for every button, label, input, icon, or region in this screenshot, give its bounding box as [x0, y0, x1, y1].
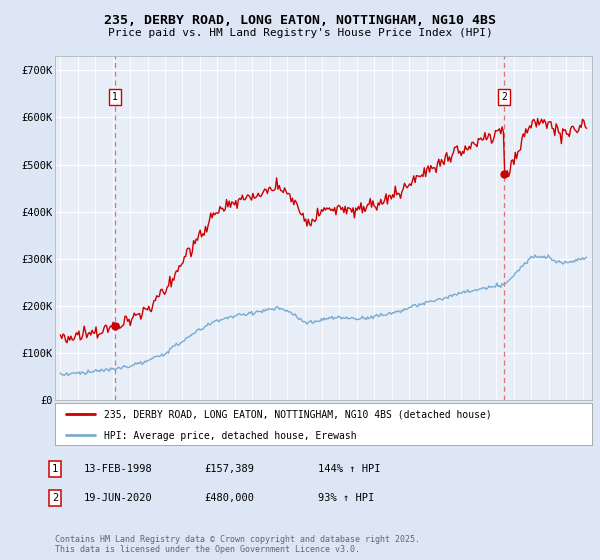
Text: HPI: Average price, detached house, Erewash: HPI: Average price, detached house, Erew…	[104, 431, 356, 441]
Text: 2: 2	[52, 493, 58, 503]
Text: 19-JUN-2020: 19-JUN-2020	[84, 493, 153, 503]
Text: 1: 1	[52, 464, 58, 474]
Text: 235, DERBY ROAD, LONG EATON, NOTTINGHAM, NG10 4BS (detached house): 235, DERBY ROAD, LONG EATON, NOTTINGHAM,…	[104, 409, 491, 419]
Text: 144% ↑ HPI: 144% ↑ HPI	[318, 464, 380, 474]
Text: Contains HM Land Registry data © Crown copyright and database right 2025.
This d: Contains HM Land Registry data © Crown c…	[55, 535, 420, 554]
Text: £480,000: £480,000	[204, 493, 254, 503]
Text: 13-FEB-1998: 13-FEB-1998	[84, 464, 153, 474]
Text: Price paid vs. HM Land Registry's House Price Index (HPI): Price paid vs. HM Land Registry's House …	[107, 28, 493, 38]
Text: 93% ↑ HPI: 93% ↑ HPI	[318, 493, 374, 503]
Text: 235, DERBY ROAD, LONG EATON, NOTTINGHAM, NG10 4BS: 235, DERBY ROAD, LONG EATON, NOTTINGHAM,…	[104, 14, 496, 27]
Text: £157,389: £157,389	[204, 464, 254, 474]
Text: 2: 2	[502, 92, 507, 102]
Text: 1: 1	[112, 92, 118, 102]
